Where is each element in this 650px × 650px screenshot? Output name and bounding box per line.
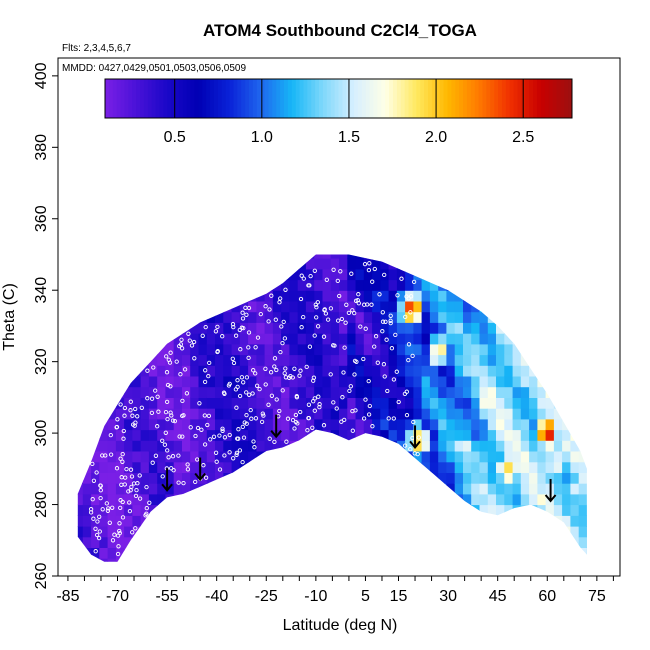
plot-frame	[57, 57, 621, 577]
y-tick-label: 340	[33, 277, 50, 304]
x-axis: -85 -70 -55 -40 -25 -10 5 15 30 45 60 75	[56, 576, 614, 605]
observation-points	[88, 261, 421, 557]
x-tick-label: 75	[588, 588, 606, 605]
y-tick-label: 300	[33, 420, 50, 447]
x-tick-label: 15	[390, 588, 408, 605]
x-tick-label: -25	[255, 588, 278, 605]
chart-title: ATOM4 Southbound C2Cl4_TOGA	[203, 21, 477, 40]
x-tick-label: 45	[489, 588, 507, 605]
colorbar-tick-label: 2.0	[425, 129, 447, 146]
x-tick-label: 30	[439, 588, 457, 605]
y-tick-label: 280	[33, 491, 50, 518]
y-tick-label: 400	[33, 62, 50, 89]
x-tick-label: -85	[56, 588, 79, 605]
x-tick-label: -10	[304, 588, 327, 605]
y-tick-label: 380	[33, 134, 50, 161]
x-tick-label: 60	[538, 588, 556, 605]
x-tick-label: 5	[361, 588, 370, 605]
y-axis-label: Theta (C)	[1, 283, 18, 351]
arrow-marker-3	[270, 414, 282, 439]
x-axis-label: Latitude (deg N)	[283, 617, 398, 634]
arrow-marker-5	[544, 478, 557, 503]
arrow-marker-1	[161, 468, 173, 492]
arrow-marker-2	[194, 457, 206, 482]
dates-note: MMDD: 0427,0429,0501,0503,0506,0509	[62, 63, 246, 74]
colorbar-tick-label: 2.5	[512, 129, 534, 146]
colorbar: 0.5 1.0 1.5 2.0 2.5	[104, 78, 573, 146]
y-tick-label: 260	[33, 563, 50, 590]
y-tick-label: 320	[33, 348, 50, 375]
y-tick-label: 360	[33, 205, 50, 232]
x-tick-label: -40	[205, 588, 228, 605]
x-tick-label: -55	[156, 588, 179, 605]
flights-note: Flts: 2,3,4,5,6,7	[62, 43, 131, 54]
y-axis: 260 280 300 320 340 360 380 400	[33, 62, 58, 589]
colorbar-tick-label: 0.5	[164, 129, 186, 146]
arrow-markers	[161, 414, 557, 503]
colorbar-tick-label: 1.5	[338, 129, 360, 146]
x-tick-label: -70	[106, 588, 129, 605]
arrow-marker-4	[409, 425, 421, 449]
colorbar-tick-label: 1.0	[251, 129, 273, 146]
